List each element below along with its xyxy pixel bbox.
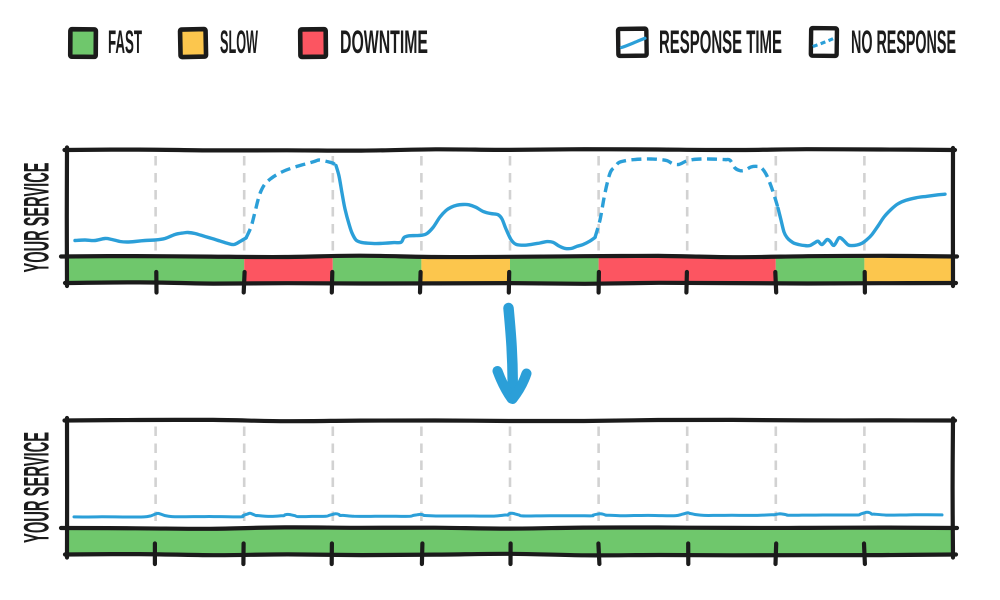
svg-text:FAST: FAST [108, 26, 142, 61]
svg-text:YOUR SERVICE: YOUR SERVICE [16, 432, 56, 543]
svg-text:SLOW: SLOW [220, 26, 258, 61]
svg-text:DOWNTIME: DOWNTIME [340, 26, 428, 61]
svg-text:YOUR SERVICE: YOUR SERVICE [16, 163, 56, 273]
svg-text:NO RESPONSE: NO RESPONSE [851, 26, 956, 61]
svg-text:RESPONSE TIME: RESPONSE TIME [659, 26, 782, 61]
